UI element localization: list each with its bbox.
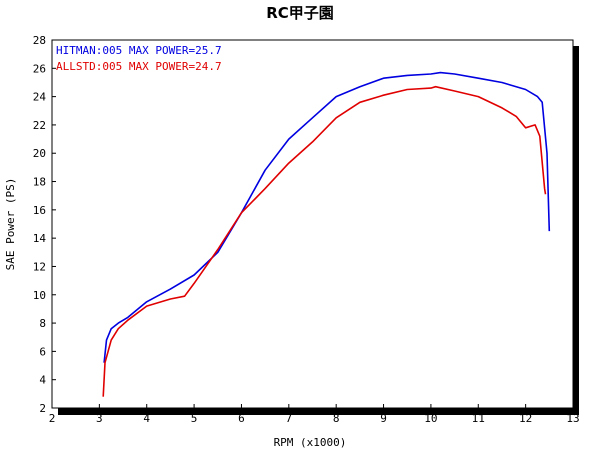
- x-tick-label: 2: [49, 412, 56, 425]
- x-tick-label: 11: [472, 412, 485, 425]
- y-tick-label: 6: [39, 345, 46, 358]
- y-tick-label: 14: [33, 232, 47, 245]
- plot-area: [51, 39, 574, 409]
- x-tick-label: 8: [333, 412, 340, 425]
- chart-title: RC甲子園: [266, 4, 334, 22]
- x-axis-ticks: 2 3 4 5 6 7 8 9 10 11 12 13: [49, 404, 580, 425]
- x-axis-label: RPM (x1000): [274, 436, 347, 449]
- y-axis-label: SAE Power (PS): [4, 178, 17, 271]
- y-tick-label: 22: [33, 119, 46, 132]
- x-tick-label: 6: [238, 412, 245, 425]
- x-tick-label: 7: [286, 412, 293, 425]
- y-tick-label: 26: [33, 62, 46, 75]
- series-layer: [102, 71, 551, 397]
- y-tick-label: 4: [39, 374, 46, 387]
- y-tick-label: 16: [33, 204, 46, 217]
- x-tick-label: 12: [519, 412, 532, 425]
- y-tick-label: 28: [33, 34, 46, 47]
- x-tick-label: 9: [380, 412, 387, 425]
- y-tick-label: 24: [33, 91, 47, 104]
- legend-entry-0: HITMAN:005 MAX POWER=25.7: [56, 44, 222, 57]
- legend-entry-1: ALLSTD:005 MAX POWER=24.7: [56, 60, 222, 73]
- y-tick-label: 20: [33, 147, 46, 160]
- legend: HITMAN:005 MAX POWER=25.7 ALLSTD:005 MAX …: [56, 44, 222, 73]
- x-tick-label: 3: [96, 412, 103, 425]
- x-tick-label: 4: [143, 412, 150, 425]
- series-line-0: [103, 71, 551, 363]
- y-tick-label: 12: [33, 260, 46, 273]
- x-tick-label: 10: [424, 412, 437, 425]
- y-tick-label: 10: [33, 289, 46, 302]
- y-tick-label: 8: [39, 317, 46, 330]
- x-tick-label: 13: [566, 412, 579, 425]
- y-tick-label: 2: [39, 402, 46, 415]
- y-tick-label: 18: [33, 176, 46, 189]
- x-tick-label: 5: [191, 412, 198, 425]
- series-line-1: [102, 85, 547, 397]
